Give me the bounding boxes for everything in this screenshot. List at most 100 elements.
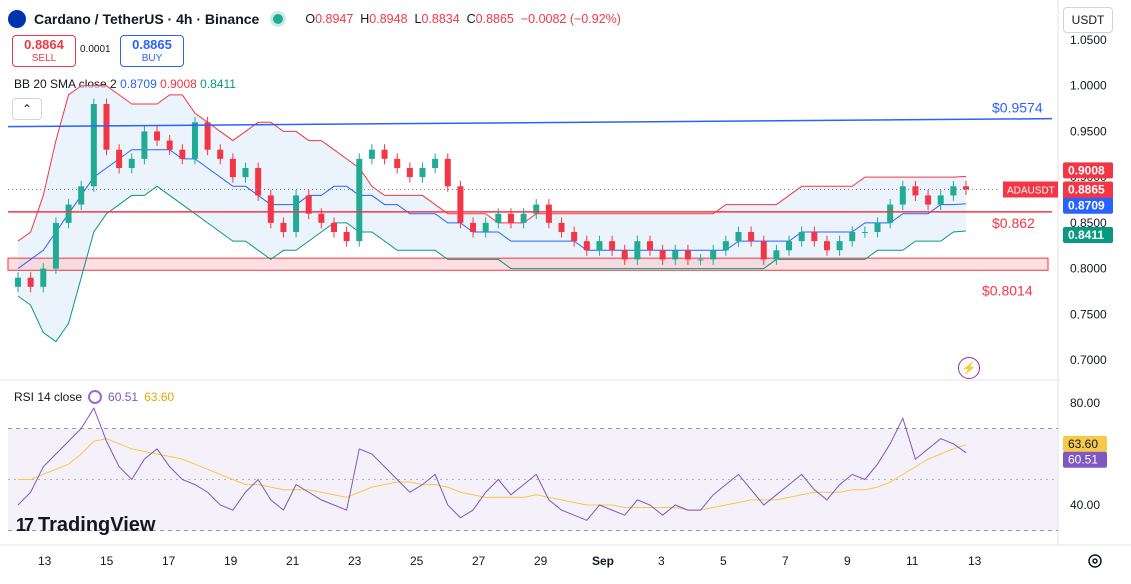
buy-label: BUY	[141, 53, 163, 64]
candle-body	[217, 149, 224, 159]
candle-body	[950, 186, 957, 196]
tradingview-logo: 17 TradingView	[16, 514, 155, 537]
candle-body	[558, 222, 565, 232]
candle-body	[103, 104, 110, 150]
candle-body	[78, 186, 85, 205]
candle-body	[343, 232, 350, 242]
time-tick-label: 25	[410, 554, 424, 568]
candle-body	[899, 186, 906, 205]
high-value: 0.8948	[369, 12, 408, 26]
change-value: −0.0082 (−0.92%)	[520, 12, 621, 26]
candle-body	[293, 195, 300, 232]
rsi-tick-label: 80.00	[1070, 396, 1100, 410]
cardano-logo-icon	[8, 10, 26, 28]
lightning-icon[interactable]: ⚡	[958, 357, 980, 379]
close-label: C	[466, 12, 476, 26]
candle-body	[621, 250, 628, 260]
time-tick-label: 13	[38, 554, 52, 568]
candle-body	[280, 222, 287, 232]
bb-lower-line	[17, 185, 967, 343]
resistance-trendline	[7, 117, 1053, 128]
loading-icon	[88, 390, 103, 404]
rsi-ma-line	[18, 438, 967, 511]
collapse-legend-button[interactable]: ⌃	[12, 98, 42, 120]
time-tick-label: Sep	[592, 554, 614, 568]
time-tick-label: 27	[472, 554, 486, 568]
candle-body	[507, 213, 514, 223]
support-level-label: $0.862	[992, 215, 1035, 231]
candle-body	[760, 241, 767, 260]
candle-body	[545, 204, 552, 223]
candle-body	[773, 250, 780, 260]
candle-body	[520, 213, 527, 223]
bb-lower-value: 0.8411	[200, 77, 236, 91]
candle-body	[710, 250, 717, 260]
bb-basis-tag-bg	[1063, 197, 1113, 214]
time-tick-label: 23	[348, 554, 362, 568]
bb-upper-tag: 0.9008	[1068, 163, 1105, 177]
bb-basis-value: 0.8709	[120, 77, 157, 91]
buy-button[interactable]: 0.8865 BUY	[120, 35, 184, 67]
candle-body	[836, 241, 843, 251]
candle-body	[457, 186, 464, 223]
candle-body	[647, 241, 653, 251]
candle-body	[912, 186, 919, 196]
tradingview-mark-icon: 17	[16, 515, 34, 535]
candle-body	[811, 232, 818, 242]
candle-body	[52, 222, 59, 269]
price-tick-label: 0.8000	[1070, 262, 1107, 276]
rsi-ma-value: 63.60	[144, 390, 175, 404]
candle-body	[659, 250, 666, 260]
candle-body	[470, 222, 477, 232]
bb-fill	[18, 85, 966, 342]
candle-body	[267, 195, 274, 223]
time-tick-label: 17	[162, 554, 176, 568]
candle-body	[874, 222, 881, 232]
resistance-level-label: $0.9574	[992, 100, 1043, 116]
settings-icon[interactable]	[1086, 552, 1104, 570]
open-value: 0.8947	[315, 12, 354, 26]
rsi-line	[17, 406, 967, 521]
candle-body	[823, 241, 830, 251]
rsi-legend[interactable]: RSI 14 close 60.51 63.60	[14, 390, 174, 404]
symbol-title[interactable]: Cardano / TetherUS · 4h · Binance	[34, 11, 260, 27]
buy-price: 0.8865	[132, 37, 172, 52]
rsi-value: 60.51	[108, 390, 139, 404]
candle-body	[697, 259, 704, 261]
time-tick-label: 13	[968, 554, 982, 568]
candle-body	[90, 104, 97, 187]
candle-body	[179, 149, 186, 159]
candle-body	[331, 222, 337, 232]
price-tick-label: 0.7500	[1070, 307, 1107, 321]
candle-body	[381, 149, 388, 159]
brand-name: TradingView	[38, 514, 156, 536]
time-tick-label: 3	[658, 554, 665, 568]
spread-value: 0.0001	[80, 44, 111, 55]
rsi-legend-name: RSI 14 close	[14, 390, 83, 404]
time-tick-label: 21	[286, 554, 300, 568]
sell-button[interactable]: 0.8864 SELL	[12, 35, 76, 67]
bb-basis-line	[17, 149, 967, 269]
candle-body	[40, 268, 47, 287]
rsi-tick-label: 40.00	[1070, 498, 1100, 512]
time-tick-label: 9	[844, 554, 851, 568]
candle-body	[154, 131, 161, 141]
close-value: 0.8865	[475, 12, 514, 26]
candle-body	[748, 232, 755, 242]
price-tick-label: 0.9500	[1070, 124, 1107, 138]
candle-body	[128, 158, 135, 168]
candle-body	[495, 213, 502, 223]
candle-body	[684, 250, 691, 260]
bb-upper-value: 0.9008	[160, 77, 197, 91]
candle-body	[65, 204, 72, 223]
rsi-ma-tag: 63.60	[1068, 437, 1098, 451]
candle-body	[368, 149, 375, 159]
candle-body	[672, 250, 679, 260]
candle-body	[444, 158, 451, 187]
sell-price: 0.8864	[24, 37, 64, 52]
symbol-tag-bg	[1003, 181, 1058, 198]
currency-selector[interactable]: USDT	[1063, 7, 1113, 33]
candle-body	[356, 158, 363, 242]
bb-legend[interactable]: BB 20 SMA close 2 0.8709 0.9008 0.8411	[14, 77, 236, 91]
